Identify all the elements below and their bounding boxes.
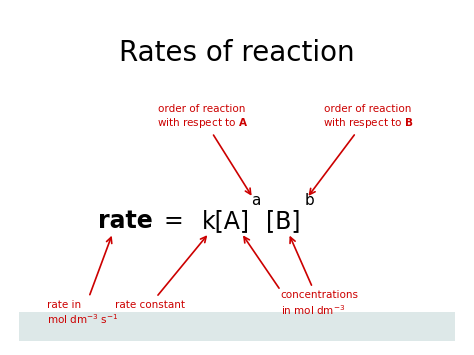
Text: concentrations
in mol dm$^{-3}$: concentrations in mol dm$^{-3}$ — [281, 237, 359, 317]
Text: Rates of reaction: Rates of reaction — [119, 39, 355, 67]
Text: order of reaction
with respect to $\bf{A}$: order of reaction with respect to $\bf{A… — [156, 104, 251, 194]
Text: b: b — [304, 193, 314, 208]
Text: [B]: [B] — [266, 209, 301, 233]
Text: a: a — [251, 193, 260, 208]
Text: rate constant: rate constant — [115, 236, 206, 310]
Text: rate in
mol dm$^{-3}$ s$^{-1}$: rate in mol dm$^{-3}$ s$^{-1}$ — [47, 237, 118, 326]
Text: k[A]: k[A] — [202, 209, 250, 233]
Text: order of reaction
with respect to $\bf{B}$: order of reaction with respect to $\bf{B… — [310, 104, 413, 195]
Text: rate: rate — [99, 209, 153, 233]
Text: =: = — [164, 209, 183, 233]
Bar — [19, 312, 455, 341]
